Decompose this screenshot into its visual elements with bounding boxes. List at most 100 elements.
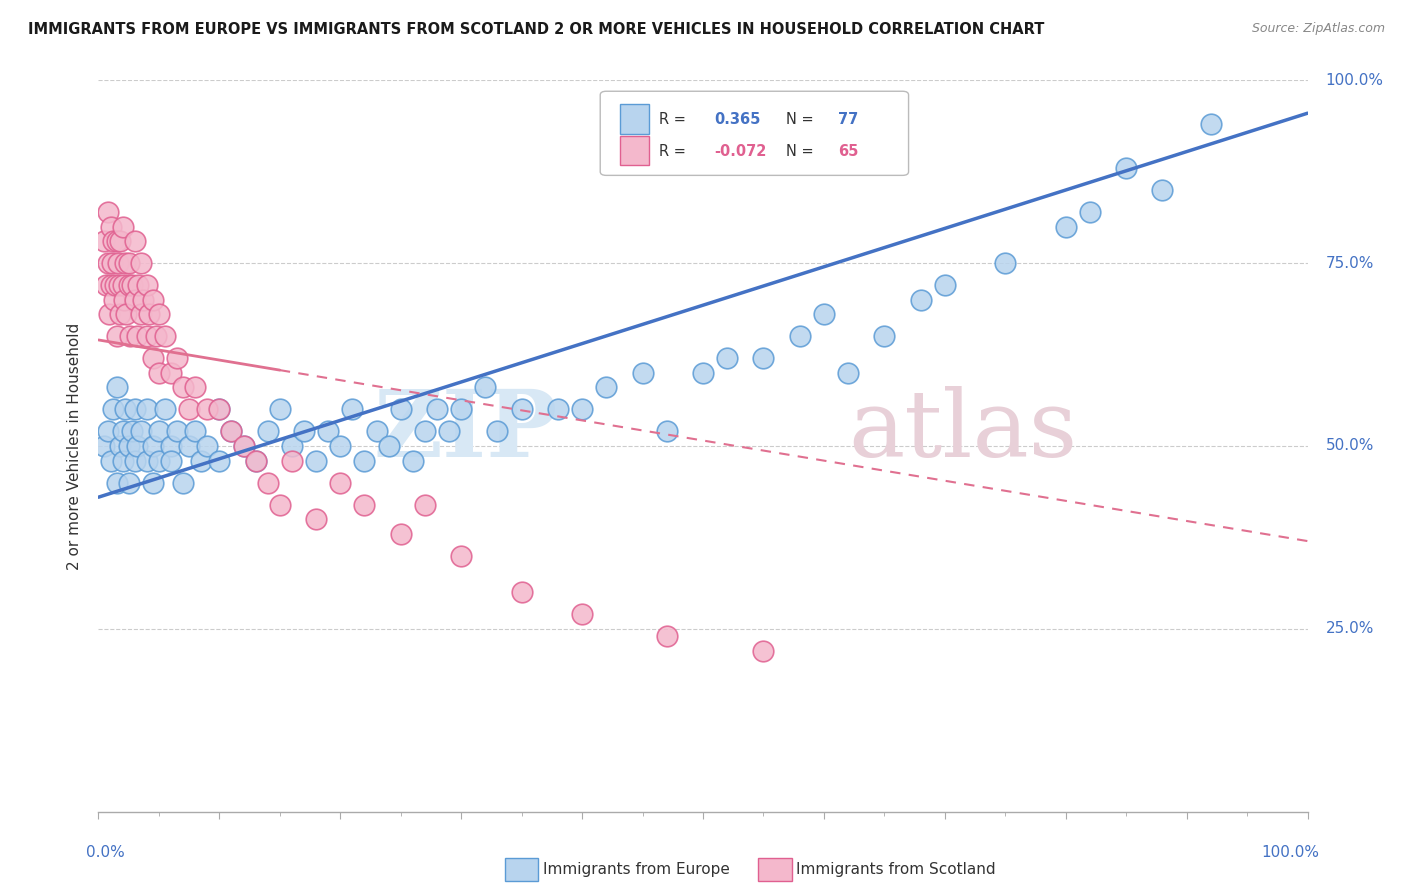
Point bbox=[269, 402, 291, 417]
Point bbox=[305, 453, 328, 467]
FancyBboxPatch shape bbox=[600, 91, 908, 176]
Point bbox=[111, 425, 134, 439]
Point bbox=[716, 351, 738, 366]
Point bbox=[631, 366, 654, 380]
Point bbox=[129, 425, 152, 439]
Point bbox=[108, 234, 131, 248]
Point bbox=[115, 307, 138, 321]
Point bbox=[184, 425, 207, 439]
Point bbox=[245, 453, 267, 467]
Point bbox=[402, 453, 425, 467]
Point bbox=[121, 278, 143, 293]
Y-axis label: 2 or more Vehicles in Household: 2 or more Vehicles in Household bbox=[67, 322, 83, 570]
Point bbox=[450, 549, 472, 563]
Point bbox=[413, 498, 436, 512]
Point bbox=[221, 425, 243, 439]
Point bbox=[97, 205, 120, 219]
Point bbox=[366, 425, 388, 439]
Text: atlas: atlas bbox=[848, 386, 1077, 476]
Point bbox=[142, 439, 165, 453]
Point bbox=[135, 278, 157, 293]
Point bbox=[221, 425, 243, 439]
Point bbox=[118, 475, 141, 490]
Point bbox=[195, 439, 218, 453]
Text: N =: N = bbox=[786, 144, 818, 159]
Point bbox=[142, 293, 165, 307]
Text: 75.0%: 75.0% bbox=[1326, 256, 1374, 270]
Point bbox=[127, 439, 149, 453]
Point bbox=[752, 644, 775, 658]
Text: R =: R = bbox=[659, 144, 690, 159]
Point bbox=[118, 278, 141, 293]
Point bbox=[100, 219, 122, 234]
Point bbox=[184, 380, 207, 394]
Point bbox=[135, 402, 157, 417]
Point bbox=[172, 380, 194, 394]
Point bbox=[108, 278, 131, 293]
Point bbox=[100, 453, 122, 467]
Point bbox=[124, 453, 146, 467]
Point bbox=[111, 453, 134, 467]
Point bbox=[692, 366, 714, 380]
Point bbox=[108, 307, 131, 321]
Point bbox=[111, 219, 134, 234]
Point bbox=[97, 425, 120, 439]
Point bbox=[413, 425, 436, 439]
Point bbox=[148, 366, 170, 380]
Point bbox=[105, 475, 128, 490]
Point bbox=[124, 234, 146, 248]
Point bbox=[93, 234, 115, 248]
Point bbox=[166, 351, 188, 366]
Text: Immigrants from Europe: Immigrants from Europe bbox=[543, 863, 730, 877]
Text: 50.0%: 50.0% bbox=[1326, 439, 1374, 453]
FancyBboxPatch shape bbox=[620, 136, 648, 165]
Point bbox=[450, 402, 472, 417]
Point bbox=[426, 402, 449, 417]
Point bbox=[1199, 117, 1222, 131]
Point bbox=[245, 453, 267, 467]
Point bbox=[142, 475, 165, 490]
Point bbox=[132, 293, 155, 307]
Point bbox=[305, 512, 328, 526]
Point bbox=[269, 498, 291, 512]
Point bbox=[135, 453, 157, 467]
Point bbox=[129, 256, 152, 270]
Point bbox=[127, 278, 149, 293]
Point bbox=[124, 402, 146, 417]
Point bbox=[121, 425, 143, 439]
Point bbox=[232, 439, 254, 453]
Text: 0.365: 0.365 bbox=[714, 112, 761, 128]
Point bbox=[837, 366, 859, 380]
Point bbox=[281, 453, 304, 467]
Point bbox=[934, 278, 956, 293]
Point bbox=[105, 234, 128, 248]
Point bbox=[190, 453, 212, 467]
Point bbox=[510, 585, 533, 599]
Point bbox=[353, 453, 375, 467]
Point bbox=[389, 526, 412, 541]
Point bbox=[108, 439, 131, 453]
Point bbox=[107, 256, 129, 270]
Point bbox=[281, 439, 304, 453]
Point bbox=[98, 307, 121, 321]
Point bbox=[138, 307, 160, 321]
Point bbox=[256, 475, 278, 490]
Point bbox=[105, 380, 128, 394]
Point bbox=[1152, 183, 1174, 197]
Point bbox=[104, 278, 127, 293]
Point bbox=[142, 351, 165, 366]
Point bbox=[166, 425, 188, 439]
Point bbox=[377, 439, 399, 453]
Text: 25.0%: 25.0% bbox=[1326, 622, 1374, 636]
Point bbox=[195, 402, 218, 417]
Point bbox=[101, 234, 124, 248]
Point bbox=[655, 629, 678, 643]
Point bbox=[148, 453, 170, 467]
Text: ZIP: ZIP bbox=[374, 386, 558, 476]
Text: 77: 77 bbox=[838, 112, 859, 128]
Point bbox=[342, 402, 364, 417]
Point bbox=[135, 329, 157, 343]
Point bbox=[114, 256, 136, 270]
Point bbox=[160, 366, 183, 380]
Point bbox=[129, 307, 152, 321]
